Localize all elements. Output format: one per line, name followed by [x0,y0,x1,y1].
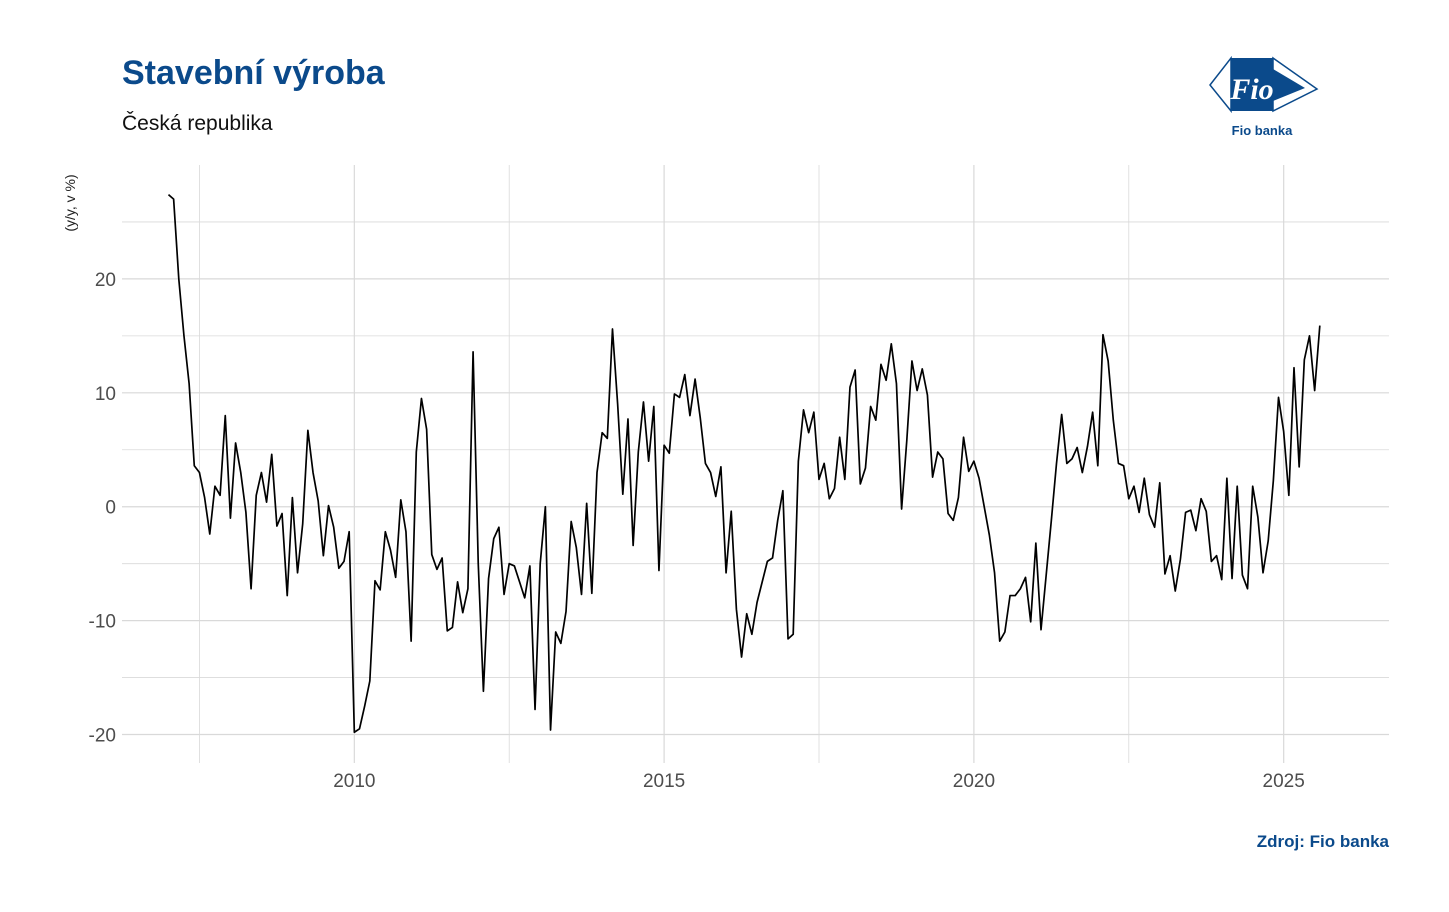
x-tick-label: 2015 [643,771,685,792]
chart-title: Stavební výroba [122,54,385,92]
fio-banka-logo: Fio Fio banka [1205,55,1320,140]
chart-subtitle: Česká republika [122,112,273,135]
y-axis-ticks: -20 -10 0 10 20 [89,270,116,747]
y-tick-label: -10 [89,612,116,633]
y-tick-label: 0 [105,498,116,519]
y-tick-label: 20 [95,270,116,291]
y-tick-label: 10 [95,384,116,405]
x-tick-label: 2025 [1263,771,1305,792]
fio-logo-icon: Fio Fio banka [1209,55,1319,138]
grid-minor [122,165,1389,763]
x-axis-ticks: 2010 2015 2020 2025 [333,771,1305,792]
x-tick-label: 2010 [333,771,375,792]
y-tick-label: -20 [89,726,116,747]
logo-caption: Fio banka [1232,123,1293,138]
y-axis-label: (y/y, v %) [62,174,78,231]
series-line [167,193,1321,734]
logo-mark-text: Fio [1229,73,1273,106]
source-note: Zdroj: Fio banka [1256,832,1389,851]
x-tick-label: 2020 [953,771,995,792]
